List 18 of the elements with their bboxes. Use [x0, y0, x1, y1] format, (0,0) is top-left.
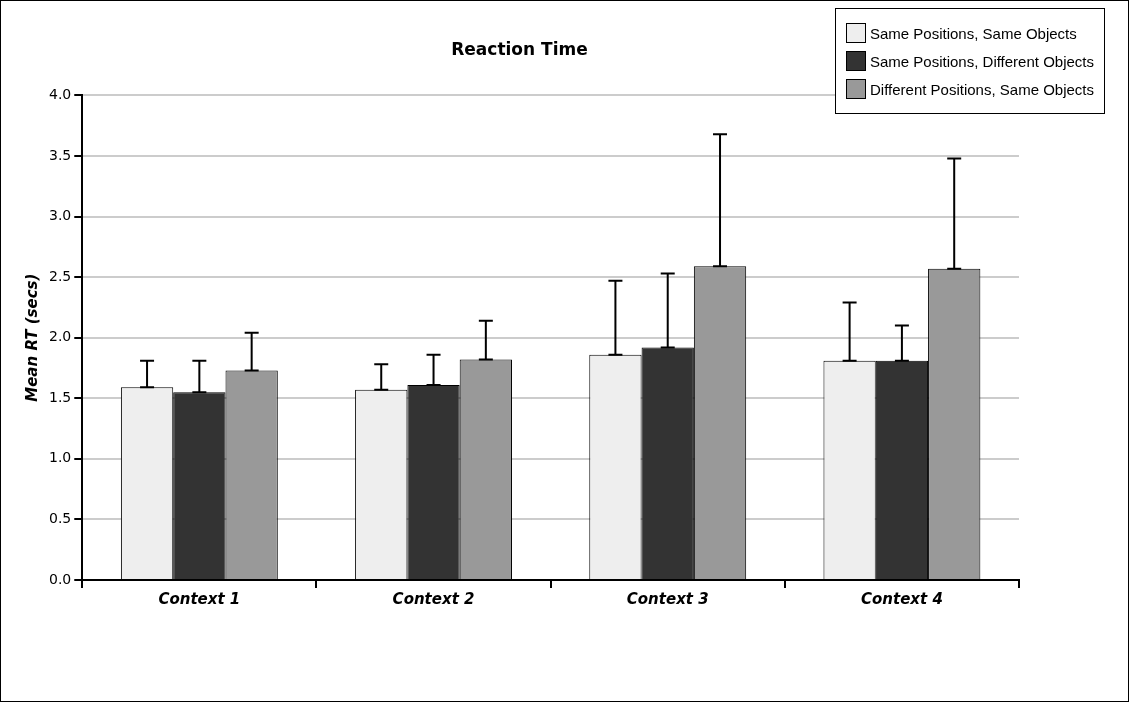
- x-tick-label: Context 4: [860, 589, 943, 608]
- y-tick-label: 4.0: [49, 86, 72, 103]
- y-tick-label: 3.0: [49, 207, 72, 224]
- x-tick-label: Context 1: [158, 589, 241, 608]
- y-tick-label: 2.5: [49, 267, 72, 284]
- legend-label: Same Positions, Different Objects: [870, 52, 1094, 70]
- x-tick-label: Context 3: [626, 589, 709, 608]
- y-tick-label: 1.0: [49, 449, 72, 466]
- y-tick-label: 3.5: [49, 146, 72, 163]
- y-tick-label: 1.5: [49, 388, 72, 405]
- y-tick-label: 0.0: [49, 570, 72, 587]
- legend-label: Same Positions, Same Objects: [870, 24, 1077, 42]
- x-tick-label: Context 2: [392, 589, 475, 608]
- y-tick-label: 0.5: [49, 510, 72, 527]
- y-tick-label: 2.0: [49, 328, 72, 345]
- y-axis-title: Mean RT (secs): [22, 273, 41, 402]
- legend-label: Different Positions, Same Objects: [870, 80, 1094, 98]
- chart-title: Reaction Time: [451, 38, 588, 59]
